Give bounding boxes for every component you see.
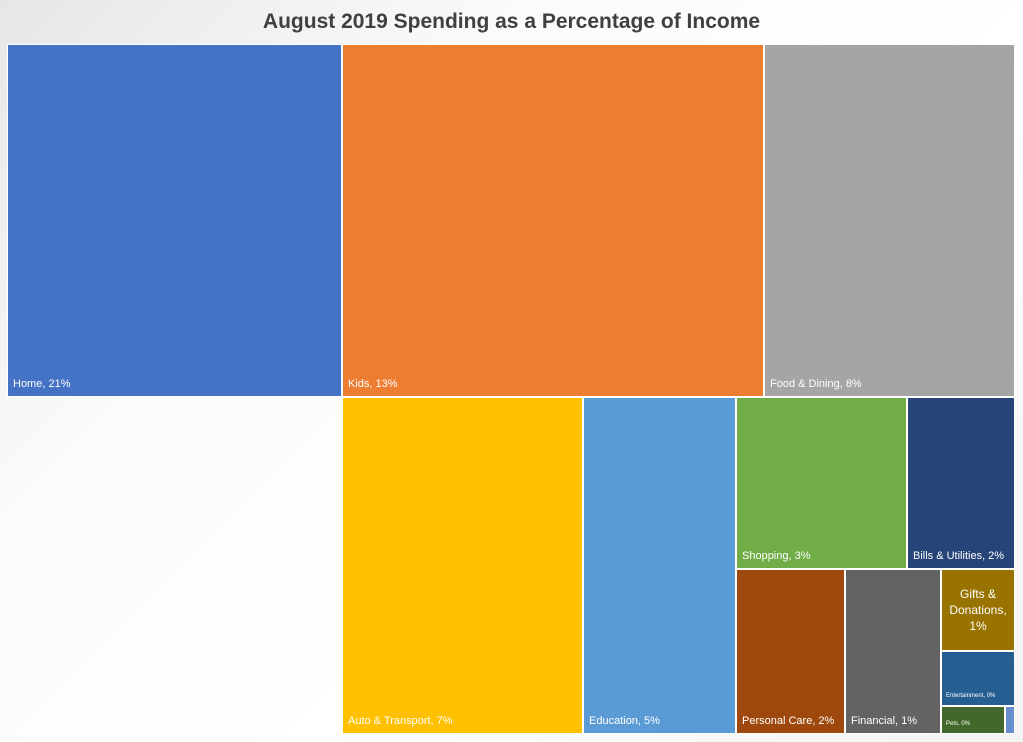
cell-label: Financial, 1% bbox=[851, 715, 918, 727]
treemap-cell-home: Home, 21% bbox=[7, 44, 342, 397]
treemap-cell-pets: Pets, 0% bbox=[941, 706, 1005, 734]
cell-label: Personal Care, 2% bbox=[742, 715, 835, 727]
treemap-cell-gifts-donations: Gifts & Donations, 1% bbox=[941, 569, 1015, 651]
cell-label: Food & Dining, 8% bbox=[770, 378, 862, 390]
treemap-cell-bills-utilities: Bills & Utilities, 2% bbox=[907, 397, 1015, 569]
cell-label: Auto & Transport, 7% bbox=[348, 715, 453, 727]
treemap-cell-other bbox=[1005, 706, 1015, 734]
treemap-cell-food-dining: Food & Dining, 8% bbox=[764, 44, 1015, 397]
treemap-cell-auto-transport: Auto & Transport, 7% bbox=[342, 397, 583, 734]
treemap-plot: Home, 21% Kids, 13% Food & Dining, 8% Auto … bbox=[7, 44, 1015, 734]
chart-title: August 2019 Spending as a Percentage of … bbox=[262, 10, 761, 33]
cell-label: Home, 21% bbox=[13, 378, 71, 390]
treemap-cell-financial: Financial, 1% bbox=[845, 569, 941, 734]
cell-label: Kids, 13% bbox=[348, 378, 398, 390]
treemap-cell-shopping: Shopping, 3% bbox=[736, 397, 907, 569]
cell-label: Gifts & Donations, 1% bbox=[949, 587, 1007, 633]
cell-label: Entertainment, 0% bbox=[946, 693, 996, 699]
treemap-cell-personal-care: Personal Care, 2% bbox=[736, 569, 845, 734]
cell-label: Shopping, 3% bbox=[742, 550, 811, 562]
treemap-cell-kids: Kids, 13% bbox=[342, 44, 764, 397]
treemap-cell-education: Education, 5% bbox=[583, 397, 736, 734]
cell-label: Bills & Utilities, 2% bbox=[913, 550, 1005, 562]
cell-label: Education, 5% bbox=[589, 715, 660, 727]
treemap-cell-entertainment: Entertainment, 0% bbox=[941, 651, 1015, 706]
cell-label: Pets, 0% bbox=[946, 721, 971, 727]
